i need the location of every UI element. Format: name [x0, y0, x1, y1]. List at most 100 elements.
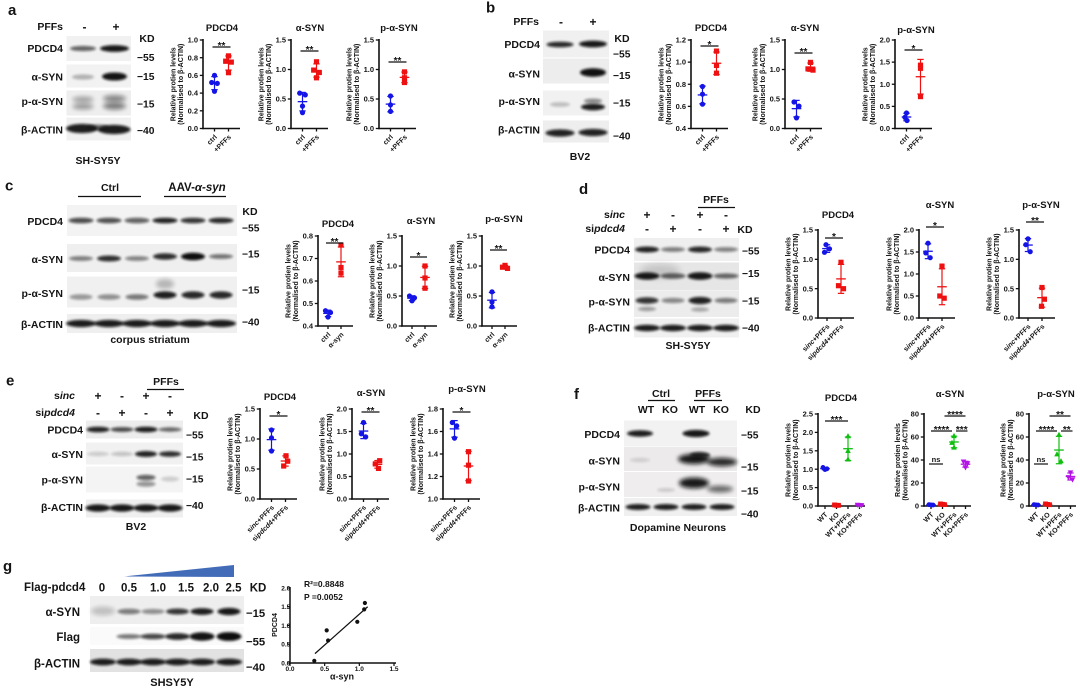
- svg-text:α-SYN: α-SYN: [407, 216, 436, 227]
- svg-text:1.5: 1.5: [178, 583, 195, 595]
- svg-text:p-α-SYN: p-α-SYN: [22, 96, 63, 108]
- svg-text:Relative protien levels: Relative protien levels: [450, 244, 457, 318]
- svg-text:2.0: 2.0: [203, 583, 219, 595]
- svg-text:f: f: [574, 386, 580, 403]
- svg-text:(Normalised to β-ACTIN): (Normalised to β-ACTIN): [994, 233, 1001, 314]
- svg-text:−55: −55: [246, 637, 265, 649]
- svg-text:KD: KD: [242, 206, 258, 218]
- svg-text:−15: −15: [741, 463, 759, 474]
- svg-text:0.0: 0.0: [1004, 314, 1014, 323]
- svg-text:0.5: 0.5: [320, 666, 329, 673]
- svg-text:1.0: 1.0: [245, 435, 255, 444]
- svg-text:0.2: 0.2: [188, 106, 198, 115]
- svg-text:80: 80: [1016, 410, 1024, 419]
- svg-text:1.0: 1.0: [387, 262, 397, 271]
- svg-text:**: **: [394, 56, 402, 67]
- svg-text:KD: KD: [737, 224, 753, 236]
- svg-text:β-ACTIN: β-ACTIN: [21, 319, 63, 331]
- svg-text:1.0: 1.0: [337, 450, 347, 459]
- svg-text:−55: −55: [242, 224, 260, 235]
- svg-text:WT: WT: [638, 404, 655, 416]
- svg-text:1.0: 1.0: [770, 65, 780, 74]
- svg-text:SH-SY5Y: SH-SY5Y: [76, 155, 121, 167]
- svg-text:**: **: [1056, 410, 1064, 421]
- svg-text:-: -: [645, 222, 649, 236]
- svg-text:PDCD4: PDCD4: [822, 210, 855, 221]
- svg-text:0.0: 0.0: [245, 495, 255, 504]
- svg-text:0.5: 0.5: [276, 95, 286, 104]
- svg-text:+: +: [669, 222, 676, 236]
- svg-text:sinc: sinc: [54, 390, 75, 402]
- svg-text:-: -: [120, 389, 124, 403]
- svg-text:1.0: 1.0: [364, 65, 374, 74]
- svg-text:P =0.0052: P =0.0052: [304, 592, 343, 602]
- svg-text:0.8: 0.8: [188, 53, 198, 62]
- svg-text:Relative protien levels: Relative protien levels: [887, 237, 894, 311]
- svg-text:−15: −15: [186, 475, 204, 486]
- svg-text:****: ****: [947, 410, 963, 421]
- svg-text:0.5: 0.5: [467, 292, 477, 301]
- svg-text:60: 60: [1016, 433, 1024, 442]
- svg-text:BV2: BV2: [570, 151, 591, 163]
- svg-text:**: **: [495, 244, 503, 255]
- svg-text:-: -: [144, 406, 148, 420]
- svg-text:-: -: [698, 222, 702, 236]
- svg-text:PDCD4: PDCD4: [272, 613, 279, 637]
- svg-text:0.6: 0.6: [676, 102, 686, 111]
- svg-text:0: 0: [1020, 502, 1024, 511]
- svg-text:p-α-SYN: p-α-SYN: [448, 384, 486, 395]
- svg-text:20: 20: [1016, 479, 1024, 488]
- svg-text:(Normalised to β-ACTIN): (Normalised to β-ACTIN): [666, 44, 673, 125]
- svg-text:0.0: 0.0: [188, 124, 198, 133]
- svg-text:1.8: 1.8: [428, 405, 438, 414]
- svg-text:0.5: 0.5: [803, 284, 813, 293]
- svg-text:−40: −40: [741, 510, 759, 521]
- svg-text:α-SYN: α-SYN: [51, 449, 83, 461]
- svg-text:PFFs: PFFs: [153, 376, 179, 388]
- svg-text:2.0: 2.0: [337, 405, 347, 414]
- svg-text:**: **: [1031, 216, 1039, 227]
- svg-text:Dopamine Neurons: Dopamine Neurons: [630, 522, 726, 534]
- svg-text:−40: −40: [613, 132, 631, 143]
- svg-text:40: 40: [911, 456, 919, 465]
- svg-text:Relative protien levels: Relative protien levels: [347, 47, 354, 121]
- svg-text:p-α-SYN: p-α-SYN: [485, 214, 523, 225]
- svg-text:0.0: 0.0: [285, 666, 294, 673]
- svg-text:+: +: [722, 222, 729, 236]
- svg-text:p-α-SYN: p-α-SYN: [897, 25, 935, 36]
- svg-text:−55: −55: [186, 431, 204, 442]
- svg-text:KD: KD: [614, 33, 630, 45]
- svg-text:Ctrl: Ctrl: [652, 388, 670, 400]
- svg-text:1.5: 1.5: [281, 604, 290, 611]
- svg-text:−15: −15: [742, 297, 760, 308]
- svg-text:Relative protien levels: Relative protien levels: [786, 423, 793, 497]
- svg-text:-: -: [724, 208, 728, 222]
- svg-text:40: 40: [1016, 456, 1024, 465]
- svg-text:α-SYN: α-SYN: [508, 69, 540, 81]
- svg-text:1.5: 1.5: [803, 446, 813, 455]
- svg-text:0.5: 0.5: [364, 95, 374, 104]
- svg-text:0.4: 0.4: [188, 89, 199, 98]
- svg-text:1.5: 1.5: [387, 232, 397, 241]
- svg-text:0.0: 0.0: [803, 314, 813, 323]
- svg-text:0.5: 0.5: [880, 102, 890, 111]
- svg-text:α-SYN: α-SYN: [936, 389, 965, 400]
- svg-text:α-SYN: α-SYN: [357, 388, 386, 399]
- svg-text:−40: −40: [242, 318, 260, 329]
- svg-text:α-SYN: α-SYN: [791, 23, 820, 34]
- svg-text:PFFs: PFFs: [695, 388, 721, 400]
- svg-text:PDCD4: PDCD4: [27, 43, 63, 55]
- svg-text:−40: −40: [742, 324, 760, 335]
- svg-text:(Normalised to β-ACTIN): (Normalised to β-ACTIN): [377, 240, 384, 321]
- svg-text:2.0: 2.0: [281, 585, 290, 592]
- svg-text:+: +: [166, 406, 173, 420]
- svg-text:−15: −15: [741, 487, 759, 498]
- svg-text:β-ACTIN: β-ACTIN: [21, 125, 63, 137]
- svg-text:-: -: [559, 15, 563, 29]
- svg-text:(Normalised to β-ACTIN): (Normalised to β-ACTIN): [793, 419, 800, 500]
- svg-text:1.0: 1.0: [355, 666, 364, 673]
- svg-text:+: +: [142, 389, 149, 403]
- svg-text:***: ***: [956, 425, 968, 436]
- svg-text:−40: −40: [137, 126, 155, 137]
- svg-text:0.6: 0.6: [303, 277, 313, 286]
